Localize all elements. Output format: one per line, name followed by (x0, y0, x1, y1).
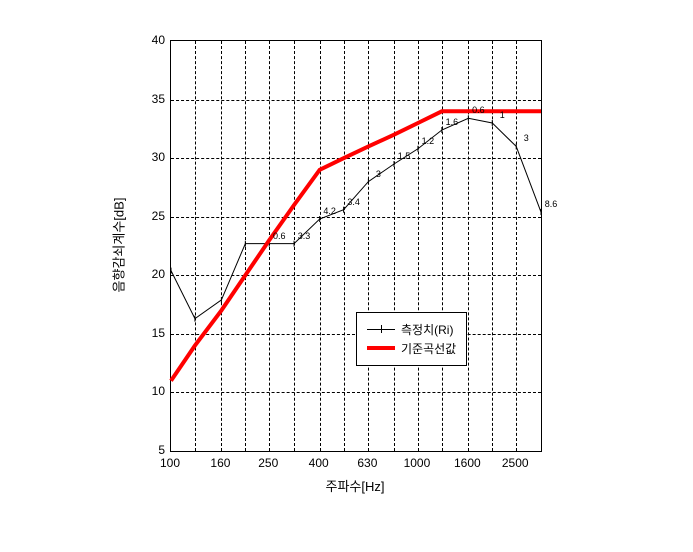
data-point-label: 0.6 (273, 231, 286, 241)
x-tick-label: 400 (309, 456, 329, 470)
y-axis-label: 음향감쇠계수[dB] (109, 198, 128, 293)
plot-area: 0.63.34.23.431.51.21.60.6138.6측정치(Ri)기준곡… (170, 40, 542, 452)
y-tick-label: 10 (140, 384, 165, 398)
x-tick-label: 160 (210, 456, 230, 470)
y-tick-label: 25 (140, 209, 165, 223)
data-point-label: 3 (524, 133, 529, 143)
y-tick-label: 40 (140, 33, 165, 47)
data-point-label: 3.4 (347, 197, 360, 207)
legend-swatch (367, 342, 395, 354)
y-tick-label: 35 (140, 92, 165, 106)
data-point-label: 3.3 (298, 231, 311, 241)
legend-item: 기준곡선값 (367, 340, 456, 357)
x-tick-label: 630 (357, 456, 377, 470)
legend-label: 측정치(Ri) (401, 321, 453, 338)
data-point-label: 1.2 (422, 136, 435, 146)
legend: 측정치(Ri) 기준곡선값 (356, 312, 467, 366)
data-point-label: 1.5 (398, 151, 411, 161)
data-point-label: 1.6 (446, 117, 459, 127)
series-line (171, 118, 541, 318)
x-axis-label: 주파수[Hz] (326, 476, 385, 495)
data-point-label: 4.2 (323, 206, 336, 216)
data-point-label: 8.6 (545, 199, 558, 209)
y-tick-label: 30 (140, 150, 165, 164)
x-tick-label: 1600 (454, 456, 481, 470)
y-tick-label: 15 (140, 326, 165, 340)
chart-container: 0.6 3.3 4.2 3.4 3 1.5 1.2 1.6 0.6 1 3 8.6 측정치(Ri) 기준곡… (110, 30, 560, 510)
y-tick-label: 5 (140, 443, 165, 457)
x-tick-label: 2500 (502, 456, 529, 470)
legend-item: 측정치(Ri) (367, 321, 456, 338)
legend-label: 기준곡선값 (401, 340, 456, 357)
x-tick-label: 1000 (404, 456, 431, 470)
chart-lines (171, 41, 541, 451)
data-point-label: 1 (500, 110, 505, 120)
x-tick-label: 250 (258, 456, 278, 470)
data-point-label: 0.6 (472, 105, 485, 115)
data-point-label: 3 (376, 169, 381, 179)
x-tick-label: 100 (160, 456, 180, 470)
y-tick-label: 20 (140, 267, 165, 281)
legend-swatch (367, 323, 395, 335)
